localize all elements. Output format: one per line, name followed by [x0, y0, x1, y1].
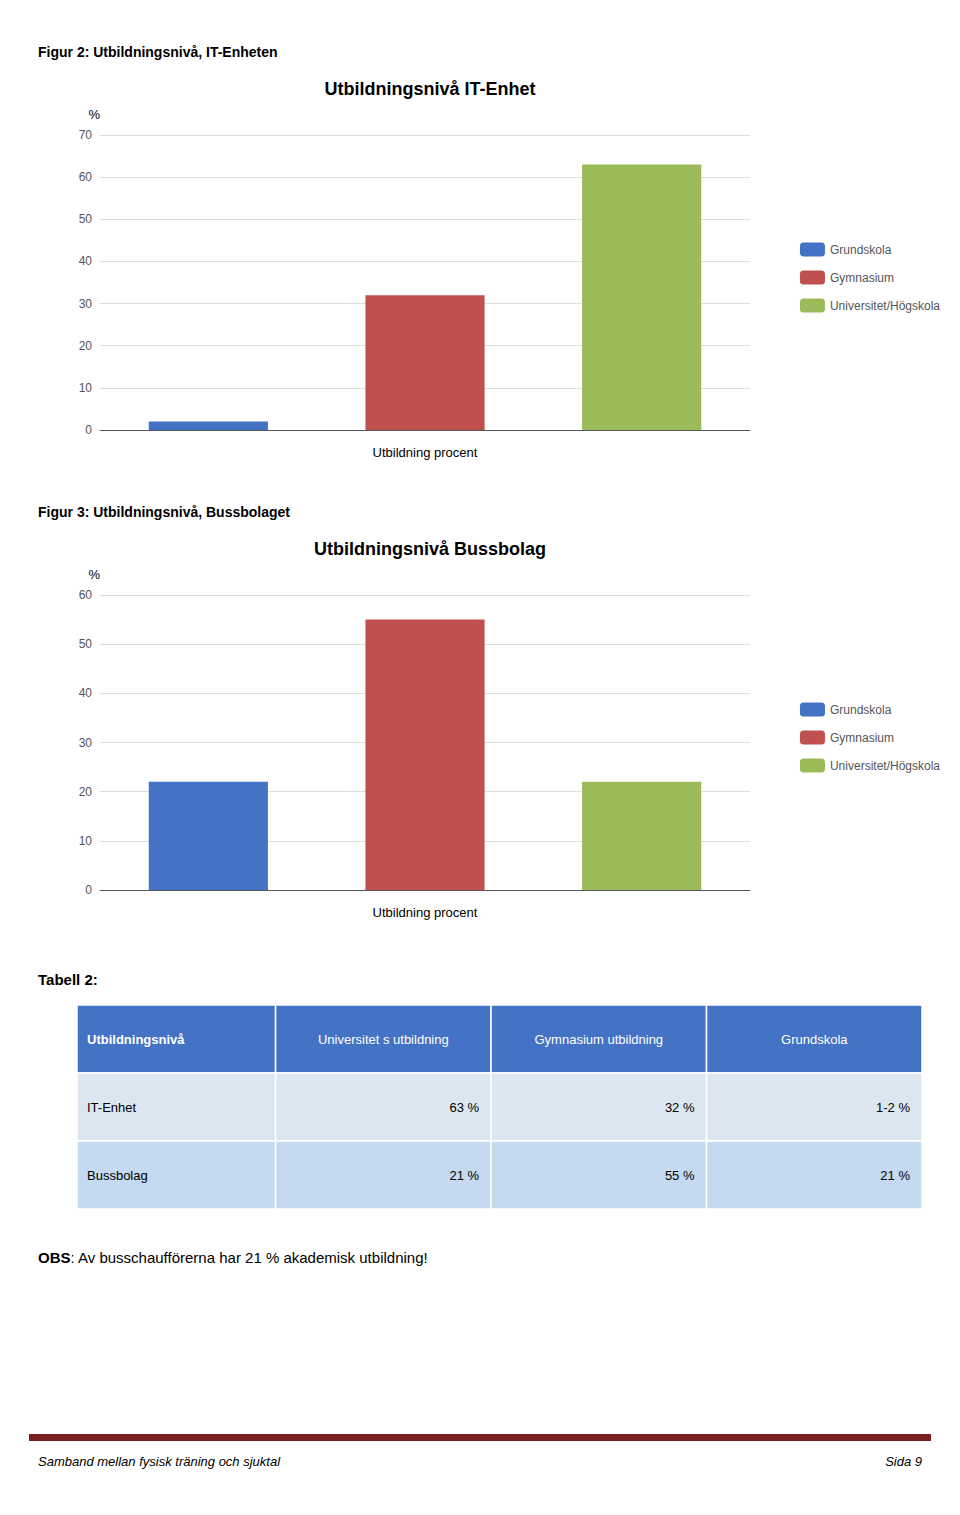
svg-text:Utbildningsnivå Bussbolag: Utbildningsnivå Bussbolag: [314, 539, 546, 559]
svg-text:Tabell 2:: Tabell 2:: [38, 971, 98, 988]
svg-text:32 %: 32 %: [665, 1100, 695, 1115]
svg-text:Gymnasium: Gymnasium: [830, 731, 894, 745]
svg-text:10: 10: [79, 834, 93, 848]
svg-text:Grundskola: Grundskola: [830, 703, 892, 717]
svg-text:Grundskola: Grundskola: [781, 1032, 848, 1047]
svg-text:63 %: 63 %: [449, 1100, 479, 1115]
svg-text:Sida 9: Sida 9: [885, 1454, 922, 1469]
svg-text:%: %: [88, 107, 100, 122]
svg-text:40: 40: [79, 254, 93, 268]
svg-text:50: 50: [79, 637, 93, 651]
svg-text:Utbildningsnivå: Utbildningsnivå: [87, 1032, 185, 1047]
svg-text:Grundskola: Grundskola: [830, 243, 892, 257]
svg-text:Universitet/Högskola: Universitet/Högskola: [830, 759, 940, 773]
svg-text:30: 30: [79, 736, 93, 750]
svg-text:Utbildningsnivå IT-Enhet: Utbildningsnivå IT-Enhet: [325, 79, 536, 99]
svg-text:Utbildning procent: Utbildning procent: [373, 905, 478, 920]
svg-text:20: 20: [79, 785, 93, 799]
svg-text:0: 0: [85, 423, 92, 437]
svg-text:IT-Enhet: IT-Enhet: [87, 1100, 137, 1115]
svg-text:OBS: OBS: [38, 1249, 71, 1266]
svg-text:: Av busschaufförerna har 21 %: : Av busschaufförerna har 21 % akademisk…: [71, 1249, 428, 1266]
svg-text:Bussbolag: Bussbolag: [87, 1168, 148, 1183]
svg-text:Gymnasium utbildning: Gymnasium utbildning: [534, 1032, 663, 1047]
svg-text:21 %: 21 %: [449, 1168, 479, 1183]
svg-text:Utbildning procent: Utbildning procent: [373, 445, 478, 460]
svg-text:Gymnasium: Gymnasium: [830, 271, 894, 285]
svg-text:30: 30: [79, 297, 93, 311]
svg-text:55 %: 55 %: [665, 1168, 695, 1183]
svg-text:50: 50: [79, 212, 93, 226]
svg-text:Universitet s utbildning: Universitet s utbildning: [318, 1032, 449, 1047]
svg-text:Figur 3: Utbildningsnivå, Buss: Figur 3: Utbildningsnivå, Bussbolaget: [38, 504, 290, 520]
svg-text:0: 0: [85, 883, 92, 897]
svg-text:20: 20: [79, 339, 93, 353]
svg-text:10: 10: [79, 381, 93, 395]
svg-text:Universitet/Högskola: Universitet/Högskola: [830, 299, 940, 313]
svg-text:1-2 %: 1-2 %: [876, 1100, 910, 1115]
svg-text:40: 40: [79, 686, 93, 700]
svg-text:60: 60: [79, 170, 93, 184]
svg-text:60: 60: [79, 588, 93, 602]
svg-text:70: 70: [79, 128, 93, 142]
svg-text:Samband mellan fysisk träning: Samband mellan fysisk träning och sjukta…: [38, 1454, 281, 1469]
svg-text:%: %: [88, 567, 100, 582]
svg-text:Figur 2: Utbildningsnivå, IT-E: Figur 2: Utbildningsnivå, IT-Enheten: [38, 44, 278, 60]
svg-text:21 %: 21 %: [880, 1168, 910, 1183]
